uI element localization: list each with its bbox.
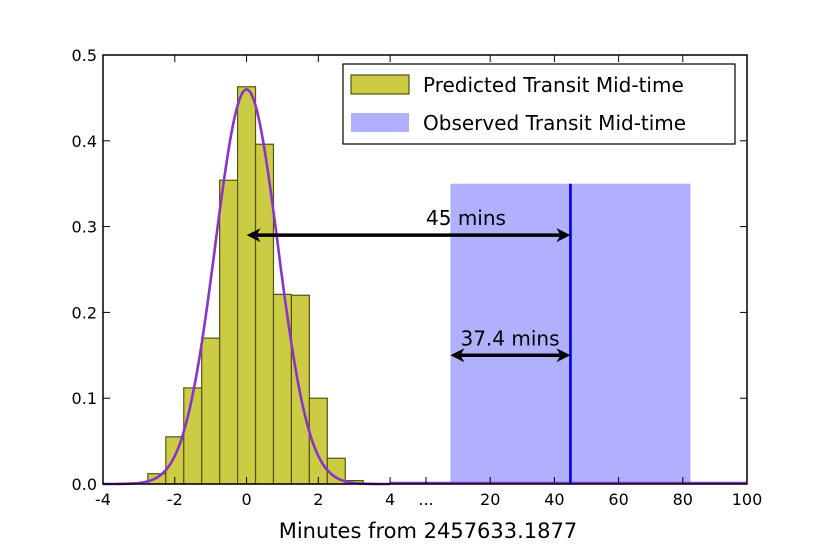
histogram-bar — [201, 337, 221, 485]
histogram-bar — [183, 387, 203, 485]
fit-curve — [103, 87, 391, 486]
x-tick-label: -4 — [95, 490, 111, 509]
arrow-head-right — [556, 228, 571, 243]
arrow-37-4-mins — [450, 348, 571, 363]
legend-swatch-observed — [351, 113, 409, 132]
x-tick-label: 4 — [385, 490, 395, 509]
x-axis-label: Minutes from 2457633.1877 — [279, 519, 578, 543]
legend-swatch-predicted — [350, 74, 410, 95]
x-break-label: ... — [418, 490, 433, 509]
arrow-head-left — [246, 228, 261, 243]
x-tick-label: 0 — [241, 490, 251, 509]
legend-label-observed: Observed Transit Mid-time — [423, 111, 686, 135]
y-tick-label: 0.4 — [72, 132, 97, 151]
legend: Predicted Transit Mid-time Observed Trans… — [342, 63, 736, 145]
plot-area: 45 mins 37.4 mins — [103, 86, 747, 486]
x-tick-label: 100 — [732, 490, 763, 509]
y-tick-label: 0.5 — [72, 46, 97, 65]
arrow-45-mins — [246, 228, 571, 243]
x-tick-label: -2 — [167, 490, 183, 509]
annotation-45-mins: 45 mins — [426, 206, 506, 230]
plot-frame — [102, 54, 748, 485]
y-tick-label: 0.3 — [72, 218, 97, 237]
x-tick-label: 60 — [608, 490, 628, 509]
x-tick-label: 2 — [313, 490, 323, 509]
x-tick-label: 20 — [480, 490, 500, 509]
x-tick-label: 80 — [673, 490, 693, 509]
histogram-bar — [219, 179, 239, 485]
legend-label-predicted: Predicted Transit Mid-time — [423, 73, 684, 97]
y-tick-label: 0.0 — [72, 475, 97, 494]
y-tick-label: 0.1 — [72, 389, 97, 408]
annotation-37-4-mins: 37.4 mins — [460, 326, 559, 350]
histogram-bar — [236, 86, 257, 485]
arrow-head-right — [556, 348, 571, 363]
x-tick-label: 40 — [544, 490, 564, 509]
arrow-head-left — [450, 348, 465, 363]
axes: 0.0 0.1 0.2 0.3 0.4 0.5 -4 -2 0 2 4... 20 40 60 80 100 — [72, 46, 763, 509]
y-tick-label: 0.2 — [72, 303, 97, 322]
